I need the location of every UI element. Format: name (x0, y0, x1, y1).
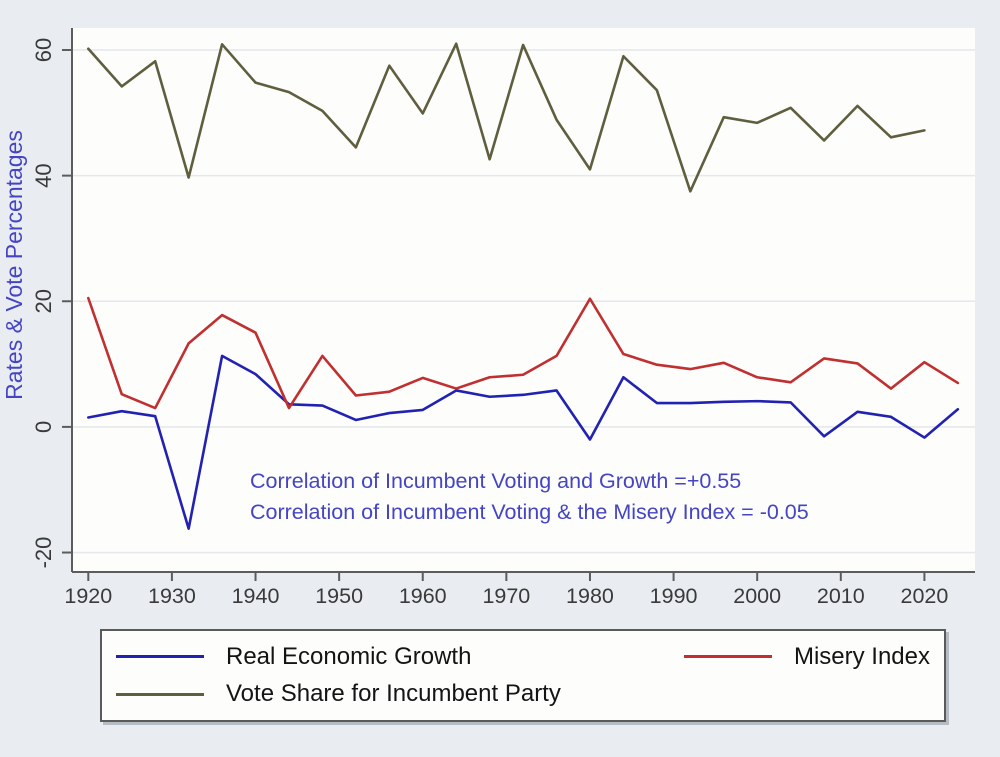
legend-item-misery-index: Misery Index (683, 642, 930, 671)
y-axis-title: Rates & Vote Percentages (1, 130, 27, 400)
x-tick-label: 1940 (232, 584, 280, 608)
x-tick-label: 2000 (733, 584, 781, 608)
legend-item-real-economic-growth: Real Economic Growth (116, 643, 471, 671)
x-tick-label: 1950 (315, 584, 363, 608)
legend-swatch-misery-index (683, 655, 772, 659)
x-tick-label: 1980 (566, 584, 614, 608)
annotation-line-1: Correlation of Incumbent Voting and Grow… (250, 469, 741, 493)
series-misery-index (87, 296, 960, 410)
annotation-line-2: Correlation of Incumbent Voting & the Mi… (250, 500, 809, 524)
plot-area (72, 28, 975, 572)
legend-swatch-real-economic-growth (116, 655, 204, 659)
x-tick-label: 1930 (148, 584, 196, 608)
y-tick-label: -20 (31, 537, 56, 569)
x-tick-label: 2010 (817, 584, 865, 608)
legend-label-real-economic-growth: Real Economic Growth (226, 642, 472, 670)
legend-swatch-vote-share (116, 692, 204, 696)
y-tick-label: 0 (31, 421, 56, 433)
legend-label-vote-share: Vote Share for Incumbent Party (226, 680, 561, 708)
x-tick-label: 1920 (64, 584, 112, 608)
chart-svg: 60 40 20 0 -20 1920 1930 1940 1950 1960 1970 1980 19… (1, 28, 975, 608)
legend-row-2: Vote Share for Incumbent Party (116, 680, 930, 708)
x-tick-label: 1970 (482, 584, 530, 608)
legend-label-misery-index: Misery Index (793, 642, 930, 670)
series-real-economic-growth (87, 354, 960, 530)
legend: Real Economic Growth Misery Index Vote S… (100, 629, 946, 722)
x-tick-label: 2020 (900, 584, 948, 608)
y-tick-label: 60 (31, 38, 56, 62)
legend-item-vote-share: Vote Share for Incumbent Party (116, 680, 561, 708)
y-tick-label: 20 (31, 289, 56, 313)
y-tick-label: 40 (31, 163, 56, 187)
series-vote-share-for-incumbent-party (87, 42, 926, 193)
legend-row-1: Real Economic Growth Misery Index (116, 643, 930, 671)
x-tick-label: 1990 (650, 584, 698, 608)
x-tick-label: 1960 (399, 584, 447, 608)
